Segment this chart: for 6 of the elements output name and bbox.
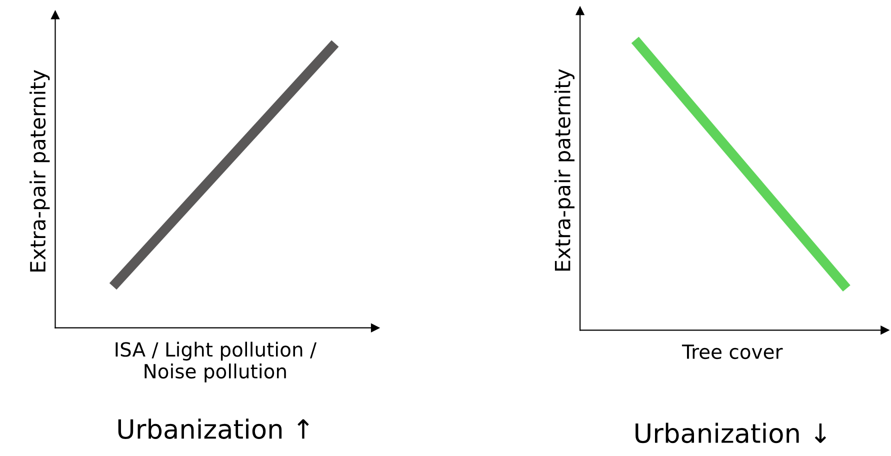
text: Urbanization ↑ — [118, 418, 309, 440]
x-axis-title: Tree cover — [682, 344, 783, 360]
y-axis-title: Extra-pair paternity — [554, 69, 574, 271]
y-axis-title: Extra-pair paternity — [30, 70, 50, 272]
text: Urbanization ↓ — [636, 422, 826, 444]
x-axis-title: ISA / Light pollution / Noise pollution — [116, 342, 317, 382]
